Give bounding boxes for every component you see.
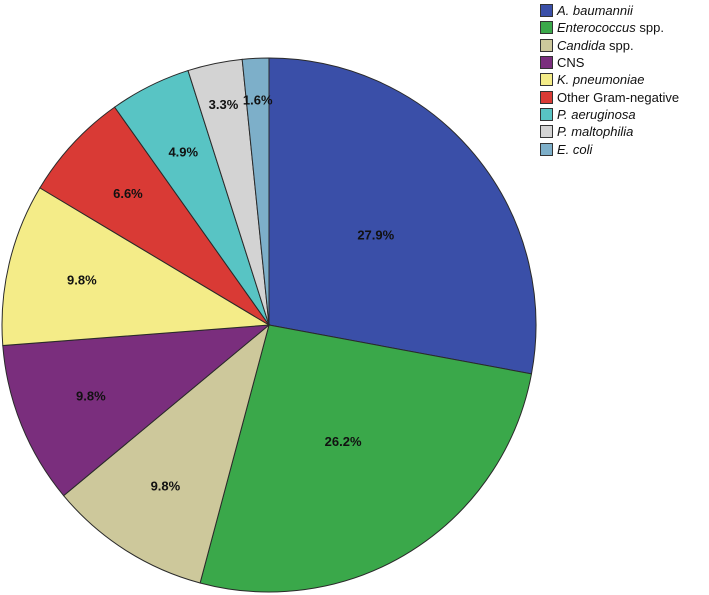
slice-label-candida-spp: 9.8% bbox=[151, 478, 181, 493]
legend-swatch bbox=[540, 125, 553, 139]
legend-item-k-pneumoniae: K. pneumoniae bbox=[540, 71, 709, 88]
slice-label-p-maltophilia: 3.3% bbox=[209, 97, 239, 112]
legend-label: P. aeruginosa bbox=[557, 108, 636, 121]
legend-label-italic: K. pneumoniae bbox=[557, 72, 645, 88]
legend-label-italic: A. baumannii bbox=[557, 3, 633, 19]
slice-label-a-baumannii: 27.9% bbox=[357, 228, 394, 243]
legend: A. baumannii Enterococcus spp. Candida spp… bbox=[540, 2, 709, 158]
legend-swatch bbox=[540, 38, 553, 52]
legend-item-enterococcus-spp: Enterococcus spp. bbox=[540, 19, 709, 36]
slice-label-e-coli: 1.6% bbox=[243, 92, 273, 107]
legend-label: CNS bbox=[557, 56, 584, 69]
legend-label: E. coli bbox=[557, 143, 592, 156]
slice-label-p-aeruginosa: 4.9% bbox=[168, 144, 198, 159]
legend-item-a-baumannii: A. baumannii bbox=[540, 2, 709, 19]
legend-label: P. maltophilia bbox=[557, 125, 633, 138]
pie-slice-candida-spp bbox=[62, 323, 270, 584]
legend-item-other-gram-negative: Other Gram-negative bbox=[540, 88, 709, 105]
pie-slice-e-coli bbox=[241, 57, 270, 326]
legend-item-e-coli: E. coli bbox=[540, 140, 709, 157]
legend-label-plain: Other Gram-negative bbox=[557, 89, 680, 105]
legend-swatch bbox=[540, 21, 553, 35]
legend-item-p-aeruginosa: P. aeruginosa bbox=[540, 106, 709, 123]
legend-label-italic: Enterococcus bbox=[557, 20, 636, 36]
legend-label-italic: P. maltophilia bbox=[557, 124, 634, 140]
slice-label-k-pneumoniae: 9.8% bbox=[67, 272, 97, 287]
slice-label-cns: 9.8% bbox=[76, 389, 106, 404]
legend-swatch bbox=[540, 56, 553, 70]
legend-label-plain: spp. bbox=[605, 37, 634, 53]
pie-slice-other-gram-negative bbox=[39, 106, 270, 326]
legend-item-p-maltophilia: P. maltophilia bbox=[540, 123, 709, 140]
legend-label: K. pneumoniae bbox=[557, 73, 644, 86]
slice-label-enterococcus-spp: 26.2% bbox=[325, 434, 362, 449]
legend-label-italic: Candida bbox=[557, 37, 606, 53]
legend-item-cns: CNS bbox=[540, 54, 709, 71]
pie-slice-a-baumannii bbox=[268, 57, 537, 375]
legend-label-italic: P. aeruginosa bbox=[557, 106, 636, 122]
legend-label: Candida spp. bbox=[557, 39, 634, 52]
pie-slice-k-pneumoniae bbox=[1, 187, 271, 347]
legend-label: Enterococcus spp. bbox=[557, 21, 664, 34]
legend-swatch bbox=[540, 107, 553, 121]
legend-label-italic: E. coli bbox=[557, 141, 593, 157]
legend-item-candida-spp: Candida spp. bbox=[540, 37, 709, 54]
legend-label-plain: spp. bbox=[635, 20, 664, 36]
legend-label: A. baumannii bbox=[557, 4, 633, 17]
pie-slice-cns bbox=[2, 324, 271, 497]
legend-label: Other Gram-negative bbox=[557, 91, 679, 104]
pie-slice-enterococcus-spp bbox=[199, 324, 533, 593]
legend-swatch bbox=[540, 73, 553, 87]
slice-label-other-gram-negative: 6.6% bbox=[113, 186, 143, 201]
legend-label-plain: CNS bbox=[557, 55, 585, 71]
legend-swatch bbox=[540, 142, 553, 156]
legend-swatch bbox=[540, 90, 553, 104]
legend-swatch bbox=[540, 4, 553, 18]
